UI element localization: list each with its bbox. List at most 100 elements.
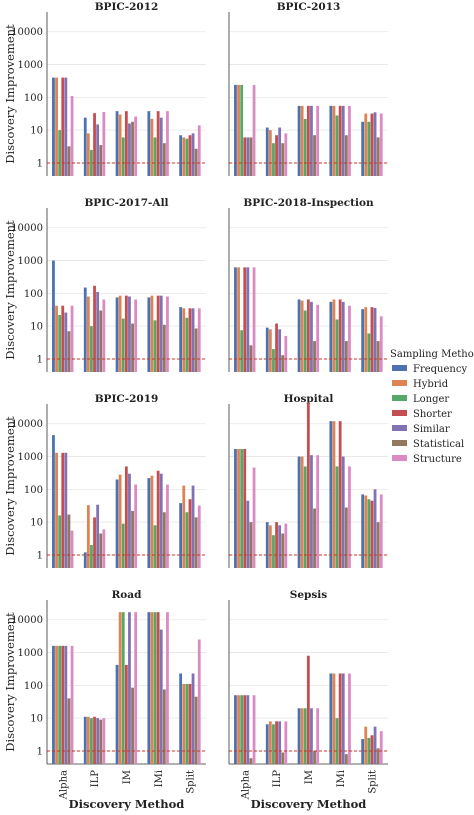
y-tick-label: 100: [24, 93, 43, 104]
bar-im-longer: [303, 118, 307, 176]
bar-split-frequency: [179, 135, 183, 176]
bar-imi-structure: [166, 296, 169, 372]
bar-split-frequency: [361, 494, 365, 568]
bar-alpha-structure: [252, 84, 256, 176]
bar-imi-statistical: [344, 507, 348, 568]
legend-entry: Shorter: [413, 409, 452, 420]
bar-imi-structure: [166, 612, 169, 764]
bar-im-statistical: [313, 508, 316, 568]
bar-split-hybrid: [182, 683, 186, 764]
bar-ilp-longer: [272, 724, 275, 764]
y-tick-label: 1000: [18, 452, 43, 463]
bar-alpha-hybrid: [237, 267, 240, 372]
bar-ilp-structure: [102, 718, 106, 764]
bar-imi-frequency: [147, 612, 151, 764]
bar-alpha-similar: [246, 695, 250, 764]
panel-bpic-2018-inspection: BPIC-2018-Inspection: [228, 197, 388, 372]
bar-alpha-structure: [70, 305, 74, 372]
bar-alpha-structure: [70, 95, 74, 176]
bar-ilp-hybrid: [86, 133, 90, 176]
bar-ilp-longer: [90, 718, 93, 764]
bar-im-statistical: [313, 750, 316, 764]
bar-ilp-statistical: [281, 355, 285, 372]
bar-alpha-structure: [252, 695, 256, 764]
bar-ilp-structure: [102, 111, 106, 176]
y-tick-label: 1: [37, 550, 43, 561]
legend-title: Sampling Method: [390, 349, 474, 360]
bar-im-statistical: [131, 121, 134, 176]
bar-imi-longer: [335, 115, 339, 176]
x-tick-label: IM: [304, 770, 315, 784]
bar-split-similar: [373, 726, 377, 764]
bar-ilp-structure: [284, 721, 288, 764]
panel-bpic-2017-all: BPIC-2017-All 1 10 100 1000 10000: [11, 197, 206, 372]
y-tick-label: 1000: [18, 256, 43, 267]
bar-ilp-hybrid: [86, 716, 90, 764]
panel-bpic-2019: BPIC-2019 1 10 100 1000 10000: [11, 393, 206, 568]
bar-imi-statistical: [344, 341, 348, 372]
bar-im-frequency: [297, 456, 301, 568]
y-tick-label: 10: [30, 322, 43, 333]
bar-ilp-shorter: [93, 716, 96, 764]
legend-swatch: [392, 440, 407, 446]
bar-alpha-longer: [240, 448, 244, 568]
bar-imi-frequency: [329, 105, 333, 176]
bar-split-statistical: [194, 328, 198, 372]
x-tick-label: ILP: [272, 770, 283, 788]
bar-split-similar: [191, 485, 195, 568]
bar-ilp-statistical: [99, 719, 103, 764]
bar-ilp-structure: [284, 523, 288, 568]
bar-split-longer: [367, 121, 371, 176]
bar-im-hybrid: [300, 300, 304, 372]
bar-ilp-similar: [278, 127, 282, 176]
bar-alpha-shorter: [61, 645, 65, 764]
bar-alpha-similar: [64, 645, 68, 764]
bar-imi-hybrid: [150, 295, 154, 372]
bar-imi-similar: [159, 473, 163, 568]
bar-imi-longer: [153, 612, 157, 764]
bar-split-statistical: [376, 748, 380, 764]
bar-im-frequency: [297, 105, 301, 176]
bar-alpha-statistical: [67, 514, 71, 568]
bar-split-hybrid: [182, 137, 186, 176]
bar-alpha-longer: [240, 330, 244, 372]
bar-alpha-hybrid: [55, 305, 58, 372]
bar-ilp-statistical: [281, 143, 285, 176]
bar-imi-hybrid: [150, 612, 154, 764]
bar-imi-similar: [341, 301, 345, 372]
y-tick-label: 1000: [18, 60, 43, 71]
bar-im-longer: [303, 466, 307, 568]
bar-imi-hybrid: [332, 105, 336, 176]
bar-imi-statistical: [344, 135, 348, 176]
bar-imi-shorter: [338, 299, 342, 372]
bar-ilp-longer: [90, 149, 93, 176]
bar-ilp-longer: [272, 349, 275, 372]
bar-alpha-statistical: [67, 331, 71, 372]
bar-split-structure: [197, 125, 201, 176]
legend-entry: Statistical: [413, 439, 464, 450]
legend-swatch: [392, 395, 407, 401]
bar-split-shorter: [370, 735, 374, 764]
bar-im-longer: [303, 708, 307, 764]
bar-alpha-structure: [70, 645, 74, 764]
bar-ilp-frequency: [265, 127, 269, 176]
y-axis-label: Discovery Improvement: [3, 416, 17, 556]
bar-alpha-structure: [252, 467, 256, 568]
x-tick-label: Alpha: [240, 770, 251, 800]
bar-imi-statistical: [162, 512, 166, 568]
bar-ilp-similar: [278, 721, 282, 764]
bar-ilp-similar: [278, 329, 282, 372]
bar-im-statistical: [131, 323, 134, 372]
bar-split-similar: [373, 307, 377, 372]
bar-im-longer: [303, 310, 307, 372]
panel-road: Road 1 10 100 1000 10000 Alpha ILP IM IMi Split: [11, 589, 206, 800]
bar-split-frequency: [179, 673, 183, 764]
bar-im-similar: [128, 123, 131, 176]
x-tick-label: Split: [186, 770, 197, 794]
bar-alpha-longer: [58, 515, 62, 568]
bar-imi-hybrid: [150, 118, 154, 176]
bar-split-structure: [197, 639, 201, 764]
y-tick-label: 10: [30, 714, 43, 725]
bar-alpha-shorter: [61, 452, 65, 568]
